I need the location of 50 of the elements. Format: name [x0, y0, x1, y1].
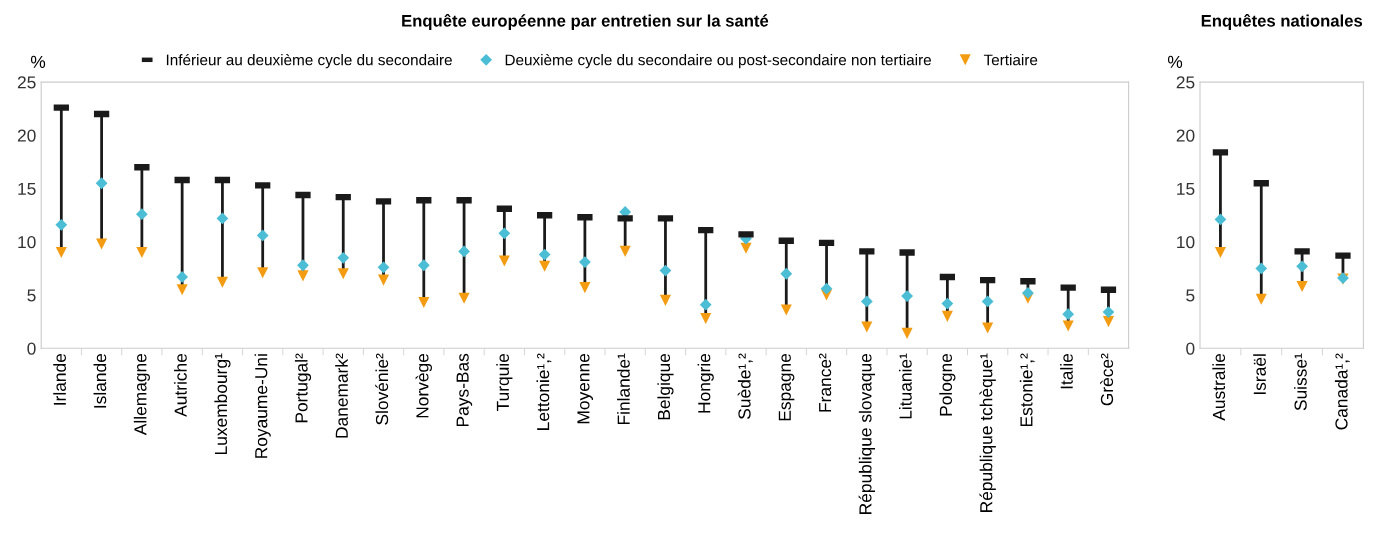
x-tick-label: Lettonie¹,²	[536, 353, 552, 430]
x-tick-label: Hongrie	[697, 353, 714, 413]
legend-label: Tertiaire	[983, 54, 1038, 66]
x-tick-label: Portugal²	[294, 353, 312, 423]
y-tick-label: 20	[17, 129, 36, 142]
x-tick-label: Espagne	[778, 353, 795, 421]
y-axis-title: %	[1167, 55, 1183, 68]
x-tick-label: Moyenne	[577, 353, 593, 424]
y-tick-label: 10	[18, 235, 36, 249]
x-tick-label: Irlande	[53, 353, 66, 405]
x-tick-label: Finlande¹	[617, 353, 630, 425]
x-tick-label: Luxembourg¹	[214, 353, 231, 455]
x-tick-label: Royaume-Uni	[254, 354, 271, 458]
x-tick-label: Italie	[1060, 353, 1073, 389]
x-tick-label: Danemark²	[335, 353, 348, 438]
legend-label: Deuxième cycle du secondaire ou post-secondaire non tertiaire	[505, 53, 931, 69]
x-tick-label: Autriche	[174, 353, 187, 417]
x-tick-label: Canada¹,²	[1334, 353, 1350, 430]
x-tick-label: République tchèque¹	[979, 353, 996, 512]
y-tick-label: 0	[27, 342, 36, 355]
x-tick-label: République slovaque	[858, 353, 876, 514]
y-tick-label: 15	[18, 182, 36, 196]
x-tick-label: Pologne	[939, 353, 956, 416]
y-axis-title: %	[30, 55, 46, 68]
x-tick-label: Belgique	[657, 353, 674, 420]
y-tick-label: 15	[1177, 182, 1195, 196]
x-tick-label: Israël	[1253, 354, 1266, 395]
y-tick-label: 20	[1176, 129, 1195, 142]
x-tick-label: Turquie	[496, 353, 513, 411]
x-tick-label: Estonie¹,²	[1019, 353, 1035, 427]
y-tick-label: 10	[1177, 235, 1195, 249]
chart-title: Enquêtes nationales	[1201, 14, 1363, 30]
y-tick-label: 5	[27, 289, 36, 302]
x-tick-label: Suisse¹	[1294, 353, 1307, 411]
y-tick-label: 25	[1176, 76, 1195, 89]
x-tick-label: Grèce²	[1100, 353, 1114, 406]
x-tick-label: Suède¹,²	[737, 353, 753, 419]
x-tick-label: France²	[818, 353, 832, 412]
y-tick-label: 0	[1186, 342, 1195, 355]
x-tick-label: Allemagne	[133, 353, 150, 436]
chart-title: Enquête européenne par entretien sur la santé	[402, 14, 769, 30]
x-tick-label: Australie	[1212, 353, 1226, 421]
x-tick-label: Norvège	[415, 353, 432, 418]
y-tick-label: 25	[17, 76, 36, 89]
x-tick-label: Pays-Bas	[456, 353, 473, 427]
x-tick-label: Slovénie²	[375, 353, 389, 425]
y-tick-label: 5	[1186, 289, 1195, 302]
x-tick-label: Islande	[93, 353, 107, 408]
x-tick-label: Lituanie¹	[899, 353, 912, 419]
legend-label: Inférieur au deuxième cycle du secondaire	[166, 53, 452, 69]
